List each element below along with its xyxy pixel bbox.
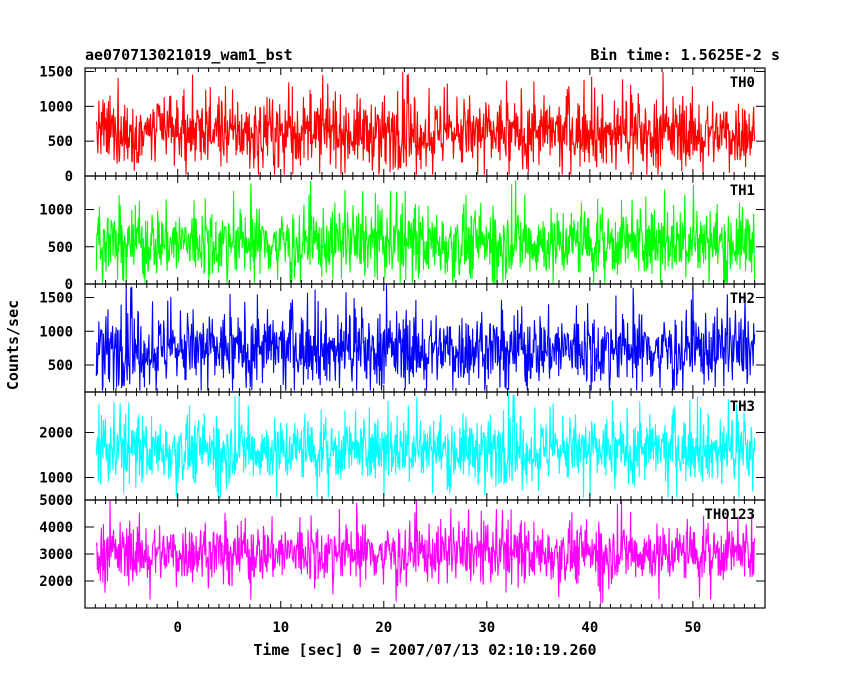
panel-label-th0123: TH0123 xyxy=(704,507,755,523)
y-tick-label: 5000 xyxy=(39,493,73,509)
x-axis-label: Time [sec] 0 = 2007/07/13 02:10:19.260 xyxy=(253,641,596,659)
y-tick-label: 500 xyxy=(48,358,73,374)
y-tick-label: 500 xyxy=(48,134,73,150)
chart-title: ae070713021019_wam1_bst xyxy=(85,46,293,64)
y-tick-label: 500 xyxy=(48,240,73,256)
y-tick-label: 2000 xyxy=(39,426,73,442)
x-tick-label: 0 xyxy=(174,620,182,636)
light-curve-th0 xyxy=(95,71,756,175)
panel-th0: 0 500 1000 1500 TH0 xyxy=(39,64,766,185)
panel-label-th0: TH0 xyxy=(730,75,755,91)
x-tick-label: 40 xyxy=(581,620,598,636)
y-tick-label: 1000 xyxy=(39,324,73,340)
y-tick-label: 0 xyxy=(65,277,73,293)
x-tick-label: 10 xyxy=(272,620,289,636)
x-axis: 0 10 20 30 40 50 xyxy=(174,620,702,636)
y-tick-label: 3000 xyxy=(39,547,73,563)
light-curve-th0123 xyxy=(95,500,756,605)
y-tick-label: 1500 xyxy=(39,64,73,80)
panel-label-th1: TH1 xyxy=(730,183,755,199)
y-tick-label: 1000 xyxy=(39,99,73,115)
panel-label-th3: TH3 xyxy=(730,399,755,415)
panel-th1: 0 500 1000 TH1 xyxy=(39,175,766,293)
panel-th3: 1000 2000 TH3 xyxy=(39,391,766,501)
x-tick-label: 50 xyxy=(684,620,701,636)
x-tick-label: 30 xyxy=(478,620,495,636)
y-tick-label: 2000 xyxy=(39,574,73,590)
y-tick-label: 1000 xyxy=(39,471,73,487)
y-tick-label: 1500 xyxy=(39,291,73,307)
light-curve-th2 xyxy=(95,284,756,391)
panels-group: 0 500 1000 1500 TH0 0 500 1000 TH1 500 1000 1500 TH2… xyxy=(39,64,766,609)
y-tick-label: 4000 xyxy=(39,520,73,536)
bin-time-label: Bin time: 1.5625E-2 s xyxy=(590,46,780,64)
light-curve-th1 xyxy=(95,180,756,284)
panel-th0123: 2000 3000 4000 5000 TH0123 xyxy=(39,493,766,609)
y-tick-label: 1000 xyxy=(39,203,73,219)
panel-label-th2: TH2 xyxy=(730,291,755,307)
y-axis-label: Counts/sec xyxy=(4,300,22,390)
light-curve-th3 xyxy=(95,392,756,498)
y-tick-label: 0 xyxy=(65,169,73,185)
x-tick-label: 20 xyxy=(375,620,392,636)
panel-th2: 500 1000 1500 TH2 xyxy=(39,283,766,393)
